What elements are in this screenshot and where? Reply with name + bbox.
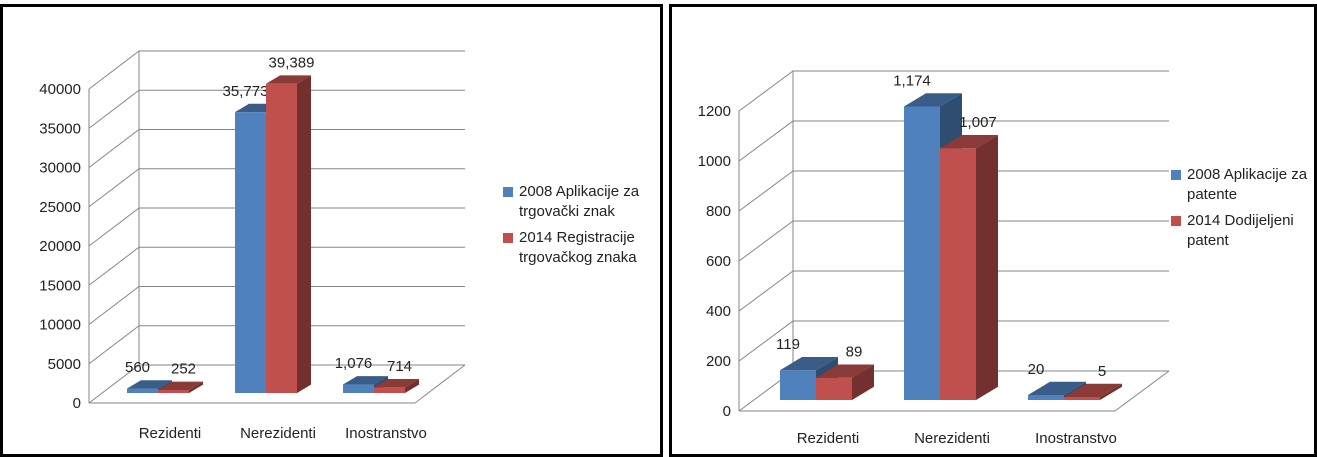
bar-front: [940, 148, 976, 400]
trademark-chart: 0 5000 10000 15000 20000 25000 30000 35000 40000…: [39, 50, 466, 442]
data-label: 5: [1098, 363, 1106, 380]
bar-front: [1064, 397, 1100, 400]
bar-top: [127, 380, 172, 389]
bar-front: [374, 387, 405, 393]
bar-top: [1028, 381, 1086, 395]
y-tick-label: 800: [706, 203, 731, 220]
legend-item-2014: 2014 Registracije trgovačkog znaka: [503, 228, 660, 268]
patent-legend: 2008 Aplikacije za patente 2014 Dodijelj…: [1171, 165, 1314, 257]
floor-right-edge: [1114, 370, 1170, 412]
bar-top: [940, 135, 998, 149]
bar-top: [374, 378, 419, 388]
trademark-legend: 2008 Aplikacije za trgovački znak 2014 R…: [503, 182, 660, 274]
patent-chart: 0 200 400 600 800 1000 1200 119 89 Rezidenti 1,174…: [698, 70, 1170, 447]
trademark-chart-panel: 0 5000 10000 15000 20000 25000 30000 35000 40000…: [0, 4, 663, 457]
bar-front: [780, 370, 816, 400]
data-label: 1,076: [335, 355, 373, 372]
legend-swatch-2014: [1171, 216, 1181, 226]
data-label: 89: [846, 344, 863, 361]
legend-swatch-2014: [503, 233, 513, 243]
legend-item-2008: 2008 Aplikacije za patente: [1171, 165, 1314, 205]
x-tick-label: Nerezidenti: [240, 425, 316, 442]
data-label: 560: [125, 359, 150, 376]
legend-label-2008: 2008 Aplikacije za patente: [1187, 166, 1308, 203]
data-label: 1,174: [893, 72, 931, 89]
legend-label-2014: 2014 Registracije trgovačkog znaka: [519, 229, 637, 266]
x-tick-label: Rezidenti: [139, 425, 202, 442]
bar-side: [852, 364, 874, 400]
legend-swatch-2008: [1171, 170, 1181, 180]
y-tick-label: 5000: [48, 356, 81, 373]
legend-swatch-2008: [503, 187, 513, 197]
bar-front: [904, 106, 940, 400]
legend-item-2008: 2008 Aplikacije za trgovački znak: [503, 182, 660, 222]
data-label: 252: [171, 361, 196, 378]
patent-chart-panel: 0 200 400 600 800 1000 1200 119 89 Rezidenti 1,174…: [669, 4, 1317, 457]
bar-top: [1064, 383, 1122, 397]
legend-label-2014: 2014 Dodijeljeni patent: [1187, 212, 1294, 249]
y-tick-label: 35000: [39, 120, 81, 137]
bar-side: [976, 135, 998, 401]
x-tick-label: Nerezidenti: [914, 430, 990, 447]
y-tick-label: 400: [706, 303, 731, 320]
bar-top: [343, 376, 388, 385]
data-label: 20: [1028, 361, 1045, 378]
y-tick-label: 0: [73, 395, 81, 412]
y-tick-label: 0: [723, 403, 731, 420]
bar-top: [266, 75, 311, 84]
bar-front: [816, 377, 852, 400]
x-tick-label: Inostranstvo: [345, 425, 427, 442]
bar-front: [235, 112, 266, 394]
bar-side: [297, 75, 311, 393]
y-tick-label: 10000: [39, 317, 81, 334]
bar-side: [405, 378, 419, 393]
y-tick-label: 600: [706, 253, 731, 270]
y-tick-label: 20000: [39, 238, 81, 255]
bar-top: [904, 93, 962, 107]
bar-front: [1028, 395, 1064, 400]
x-tick-label: Rezidenti: [797, 430, 860, 447]
bar-top: [780, 357, 838, 371]
data-label: 1,007: [959, 114, 997, 131]
bar-front: [343, 384, 374, 393]
bar-side: [189, 381, 203, 393]
y-tick-label: 200: [706, 353, 731, 370]
x-tick-label: Inostranstvo: [1035, 430, 1117, 447]
data-label: 714: [387, 358, 412, 375]
bar-front: [266, 83, 297, 393]
y-tick-label: 1200: [698, 103, 731, 120]
data-label: 35,773: [223, 83, 269, 100]
data-label: 119: [776, 336, 800, 353]
bar-side: [1100, 383, 1122, 400]
y-tick-label: 40000: [39, 81, 81, 98]
legend-item-2014: 2014 Dodijeljeni patent: [1171, 211, 1314, 251]
bar-front: [158, 390, 189, 393]
legend-label-2008: 2008 Aplikacije za trgovački znak: [519, 183, 640, 220]
floor-right-edge: [414, 364, 466, 404]
y-tick-label: 30000: [39, 160, 81, 177]
bar-front: [127, 388, 158, 393]
y-tick-label: 15000: [39, 277, 81, 294]
bar-top: [158, 381, 203, 390]
y-tick-label: 25000: [39, 199, 81, 216]
data-label: 39,389: [269, 54, 315, 71]
bar-top: [816, 364, 874, 378]
y-tick-label: 1000: [698, 153, 731, 170]
